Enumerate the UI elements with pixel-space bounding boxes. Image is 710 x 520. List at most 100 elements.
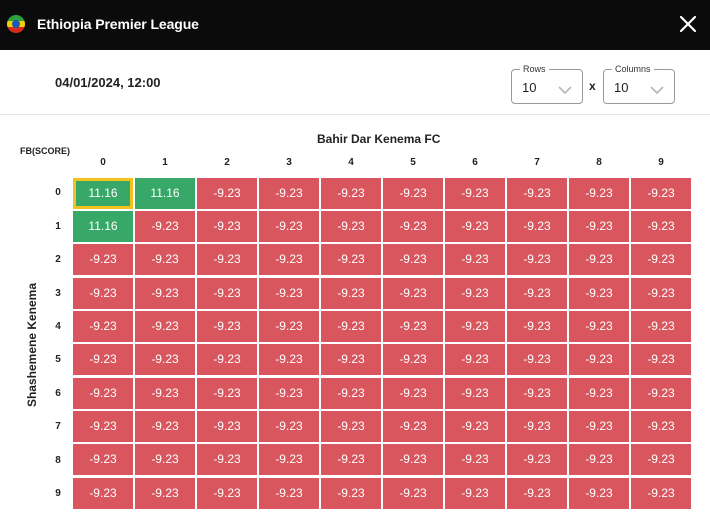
score-cell[interactable]: -9.23 (259, 311, 319, 342)
score-cell[interactable]: -9.23 (445, 444, 505, 475)
score-cell[interactable]: -9.23 (135, 444, 195, 475)
score-cell[interactable]: -9.23 (445, 378, 505, 409)
score-cell[interactable]: -9.23 (259, 244, 319, 275)
score-cell[interactable]: -9.23 (383, 444, 443, 475)
score-cell[interactable]: -9.23 (321, 378, 381, 409)
score-cell[interactable]: -9.23 (569, 211, 629, 242)
score-cell[interactable]: -9.23 (321, 344, 381, 375)
score-cell[interactable]: -9.23 (135, 211, 195, 242)
score-cell[interactable]: -9.23 (445, 478, 505, 509)
score-cell[interactable]: -9.23 (569, 378, 629, 409)
score-cell[interactable]: -9.23 (507, 478, 567, 509)
score-cell[interactable]: -9.23 (631, 411, 691, 442)
score-cell[interactable]: -9.23 (383, 244, 443, 275)
score-cell[interactable]: -9.23 (383, 378, 443, 409)
score-cell[interactable]: -9.23 (321, 311, 381, 342)
score-cell[interactable]: -9.23 (445, 311, 505, 342)
score-cell[interactable]: -9.23 (383, 178, 443, 209)
score-cell[interactable]: -9.23 (631, 478, 691, 509)
score-cell[interactable]: -9.23 (569, 444, 629, 475)
score-cell[interactable]: -9.23 (383, 344, 443, 375)
score-cell[interactable]: -9.23 (259, 278, 319, 309)
score-cell[interactable]: -9.23 (259, 344, 319, 375)
score-cell[interactable]: -9.23 (507, 211, 567, 242)
score-cell[interactable]: -9.23 (259, 478, 319, 509)
score-cell[interactable]: -9.23 (197, 478, 257, 509)
score-cell[interactable]: -9.23 (445, 211, 505, 242)
score-cell[interactable]: -9.23 (135, 478, 195, 509)
score-cell[interactable]: -9.23 (569, 344, 629, 375)
score-cell[interactable]: -9.23 (197, 378, 257, 409)
score-cell[interactable]: -9.23 (73, 444, 133, 475)
score-cell[interactable]: -9.23 (507, 378, 567, 409)
score-cell[interactable]: -9.23 (383, 278, 443, 309)
score-cell[interactable]: -9.23 (73, 478, 133, 509)
rows-select[interactable]: Rows 10 (511, 63, 583, 104)
score-cell[interactable]: -9.23 (631, 244, 691, 275)
score-cell[interactable]: -9.23 (383, 411, 443, 442)
score-cell[interactable]: -9.23 (321, 244, 381, 275)
score-cell[interactable]: -9.23 (197, 178, 257, 209)
score-cell[interactable]: -9.23 (631, 278, 691, 309)
score-cell[interactable]: -9.23 (507, 311, 567, 342)
score-cell[interactable]: -9.23 (507, 344, 567, 375)
score-cell[interactable]: -9.23 (135, 244, 195, 275)
score-cell[interactable]: -9.23 (135, 311, 195, 342)
score-cell[interactable]: -9.23 (73, 411, 133, 442)
score-cell[interactable]: -9.23 (507, 178, 567, 209)
score-cell[interactable]: -9.23 (321, 478, 381, 509)
score-cell[interactable]: 11.16 (73, 178, 133, 209)
score-cell[interactable]: -9.23 (135, 378, 195, 409)
score-cell[interactable]: -9.23 (631, 444, 691, 475)
score-cell[interactable]: 11.16 (135, 178, 195, 209)
score-cell[interactable]: -9.23 (73, 278, 133, 309)
score-cell[interactable]: -9.23 (321, 211, 381, 242)
score-cell[interactable]: -9.23 (197, 311, 257, 342)
score-cell[interactable]: -9.23 (631, 178, 691, 209)
score-cell[interactable]: -9.23 (259, 444, 319, 475)
score-cell[interactable]: -9.23 (569, 411, 629, 442)
columns-select[interactable]: Columns 10 (603, 63, 675, 104)
score-cell[interactable]: -9.23 (135, 278, 195, 309)
score-cell[interactable]: -9.23 (507, 244, 567, 275)
score-cell[interactable]: -9.23 (73, 378, 133, 409)
score-cell[interactable]: -9.23 (197, 278, 257, 309)
score-cell[interactable]: -9.23 (569, 178, 629, 209)
score-cell[interactable]: -9.23 (383, 211, 443, 242)
score-cell[interactable]: -9.23 (507, 411, 567, 442)
score-cell[interactable]: -9.23 (259, 378, 319, 409)
score-cell[interactable]: -9.23 (259, 411, 319, 442)
close-icon[interactable] (676, 12, 700, 36)
score-cell[interactable]: -9.23 (259, 211, 319, 242)
score-cell[interactable]: -9.23 (383, 311, 443, 342)
score-cell[interactable]: -9.23 (321, 278, 381, 309)
score-cell[interactable]: -9.23 (259, 178, 319, 209)
score-cell[interactable]: -9.23 (197, 244, 257, 275)
score-cell[interactable]: -9.23 (321, 411, 381, 442)
score-cell[interactable]: -9.23 (383, 478, 443, 509)
score-cell[interactable]: -9.23 (569, 244, 629, 275)
score-cell[interactable]: -9.23 (631, 344, 691, 375)
score-cell[interactable]: -9.23 (197, 211, 257, 242)
score-cell[interactable]: -9.23 (445, 278, 505, 309)
score-cell[interactable]: -9.23 (445, 411, 505, 442)
score-cell[interactable]: -9.23 (197, 411, 257, 442)
score-cell[interactable]: -9.23 (321, 178, 381, 209)
score-cell[interactable]: -9.23 (507, 444, 567, 475)
score-cell[interactable]: -9.23 (631, 311, 691, 342)
score-cell[interactable]: -9.23 (569, 311, 629, 342)
score-cell[interactable]: -9.23 (197, 344, 257, 375)
score-cell[interactable]: -9.23 (73, 244, 133, 275)
score-cell[interactable]: -9.23 (321, 444, 381, 475)
score-cell[interactable]: -9.23 (73, 311, 133, 342)
score-cell[interactable]: -9.23 (445, 344, 505, 375)
score-cell[interactable]: -9.23 (445, 178, 505, 209)
score-cell[interactable]: -9.23 (631, 211, 691, 242)
score-cell[interactable]: -9.23 (135, 344, 195, 375)
score-cell[interactable]: -9.23 (569, 478, 629, 509)
score-cell[interactable]: -9.23 (135, 411, 195, 442)
score-cell[interactable]: -9.23 (631, 378, 691, 409)
score-cell[interactable]: -9.23 (73, 344, 133, 375)
score-cell[interactable]: -9.23 (445, 244, 505, 275)
score-cell[interactable]: -9.23 (197, 444, 257, 475)
